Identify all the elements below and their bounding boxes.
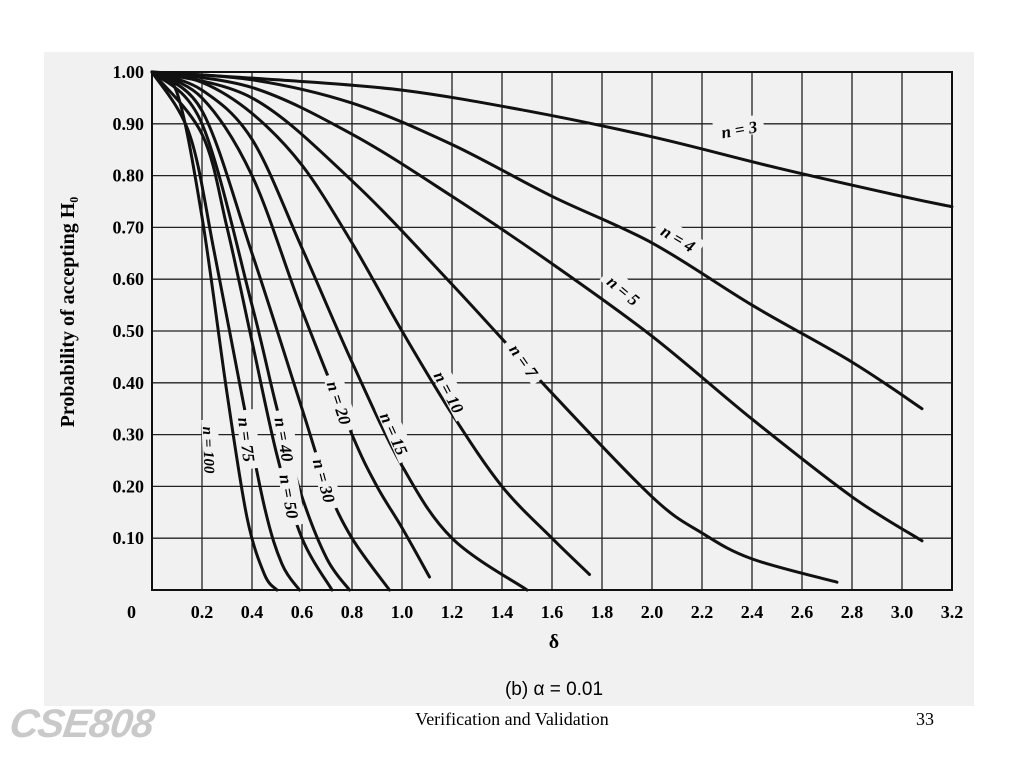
curve-n100 — [150, 70, 279, 592]
y-tick-label: 0.40 — [113, 373, 145, 393]
x-tick-label: 0.8 — [341, 602, 364, 622]
grid — [151, 71, 953, 591]
curve-label: n = 10 — [428, 360, 473, 422]
y-axis-label: Probability of accepting H₀ — [57, 197, 79, 428]
y-tick-label: 0.90 — [113, 114, 145, 134]
y-tick-label: 0.30 — [113, 425, 145, 445]
x-axis-label: δ — [549, 631, 559, 653]
y-tick-label: 0 — [127, 602, 136, 622]
x-tick-label: 2.8 — [841, 602, 864, 622]
x-tick-label: 2.4 — [741, 602, 764, 622]
x-tick-label: 1.6 — [541, 602, 564, 622]
curve-n20 — [150, 70, 431, 579]
x-tick-label: 2.0 — [641, 602, 664, 622]
x-tick-label: 0.2 — [191, 602, 214, 622]
curve-n5 — [150, 70, 924, 543]
axes: 0.2 0.4 0.6 0.8 1.0 1.2 1.4 1.6 1.8 2.0 2.2 2.4 2.6 2… — [113, 62, 964, 622]
x-tick-label: 0.6 — [291, 602, 314, 622]
curve-label: n = 3 — [712, 113, 766, 142]
y-tick-label: 0.80 — [113, 166, 145, 186]
curve-n30 — [150, 70, 391, 592]
slide-number: 33 — [916, 709, 934, 729]
x-tick-label: 2.2 — [691, 602, 714, 622]
curve-n40 — [150, 70, 351, 592]
curve-label: n = 7 — [503, 333, 548, 386]
curve-label: n = 4 — [652, 215, 706, 258]
plot-frame — [151, 71, 953, 591]
y-tick-label: 0.70 — [113, 217, 145, 237]
y-tick-label: 0.20 — [113, 476, 145, 496]
y-tick-label: 0.10 — [113, 528, 145, 548]
curve-label-text: n = 30 — [309, 457, 339, 506]
y-tick-label: 1.00 — [113, 62, 145, 82]
x-tick-label: 1.0 — [391, 602, 414, 622]
chart-panel: 0.2 0.4 0.6 0.8 1.0 1.2 1.4 1.6 1.8 2.0 2.2 2.4 2.6 2… — [44, 52, 974, 706]
curve-n10 — [150, 70, 591, 576]
x-tick-label: 2.6 — [791, 602, 814, 622]
curve-label: n = 5 — [599, 265, 650, 313]
curve-n3 — [150, 70, 954, 209]
curve-label-text: n = 100 — [199, 426, 217, 474]
curve-label: n = 30 — [309, 449, 343, 512]
chart-subtitle: (b) α = 0.01 — [505, 679, 603, 700]
curve-label-text: n = 40 — [271, 416, 298, 464]
x-tick-label: 1.4 — [491, 602, 514, 622]
curve-label: n = 20 — [323, 371, 360, 434]
oc-curve-chart: 0.2 0.4 0.6 0.8 1.0 1.2 1.4 1.6 1.8 2.0 2.2 2.4 2.6 2… — [57, 62, 964, 700]
curve-n7 — [150, 70, 839, 584]
footer-title: Verification and Validation — [415, 709, 609, 729]
x-tick-label: 3.2 — [941, 602, 964, 622]
x-tick-label: 1.8 — [591, 602, 614, 622]
curve-label: n = 15 — [375, 402, 417, 464]
series-group — [150, 70, 954, 592]
y-tick-label: 0.50 — [113, 321, 145, 341]
x-tick-label: 1.2 — [441, 602, 464, 622]
curve-label: n = 100 — [199, 419, 221, 481]
curve-n15 — [150, 70, 529, 592]
x-tick-label: 0.4 — [241, 602, 264, 622]
x-tick-label: 3.0 — [891, 602, 914, 622]
y-tick-label: 0.60 — [113, 269, 145, 289]
curve-n75 — [150, 70, 301, 592]
curve-n50 — [150, 70, 334, 592]
curve-n4 — [150, 70, 924, 411]
